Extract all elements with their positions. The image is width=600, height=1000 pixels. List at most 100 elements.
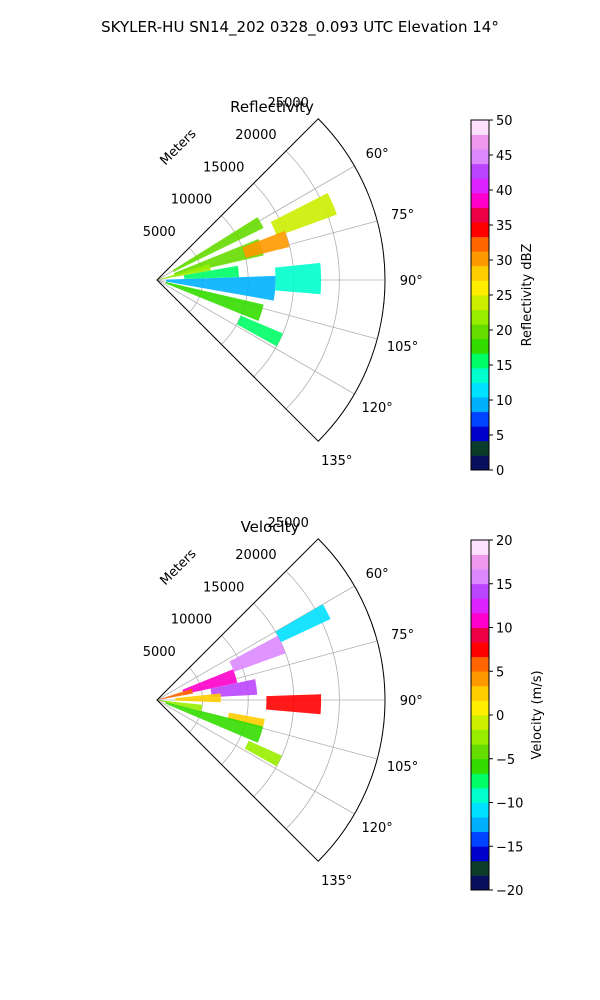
reflectivity-range-ticks: 5000 10000 15000 20000 25000 xyxy=(143,96,309,240)
echo-region-4 xyxy=(157,264,211,280)
colorbar-tick-label: 5 xyxy=(496,429,504,444)
colorbar-swatch xyxy=(471,773,489,789)
colorbar-tick-label: −15 xyxy=(496,840,523,855)
range-tick-label: 20000 xyxy=(235,548,276,563)
echo-region-10 xyxy=(244,740,282,767)
velocity-colorbar: −20 −15 −10 −5 0 5 10 15 20 xyxy=(470,534,523,899)
range-tick-label: 5000 xyxy=(143,645,176,660)
colorbar-swatch xyxy=(471,280,489,296)
range-tick-label: 10000 xyxy=(171,613,212,628)
colorbar-swatch xyxy=(471,411,489,427)
azimuth-tick-label: 75° xyxy=(391,628,414,643)
colorbar-swatch xyxy=(471,207,489,223)
colorbar-swatch xyxy=(471,831,489,847)
colorbar-swatch xyxy=(471,367,489,383)
echo-region-0 xyxy=(172,217,264,273)
colorbar-swatch xyxy=(471,397,489,413)
reflectivity-colorbar: 0 5 10 15 20 25 30 35 40 45 50 xyxy=(470,114,513,479)
colorbar-swatch xyxy=(471,338,489,354)
velocity-range-axis-label: Meters xyxy=(158,546,200,588)
colorbar-swatch xyxy=(471,787,489,803)
colorbar-swatch xyxy=(471,758,489,774)
colorbar-tick-label: 50 xyxy=(496,114,513,129)
azimuth-tick-label: 135° xyxy=(321,454,352,469)
azimuth-tick-label: 90° xyxy=(400,274,423,289)
colorbar-swatch xyxy=(471,671,489,687)
colorbar-swatch xyxy=(471,875,489,891)
colorbar-tick-label: 40 xyxy=(496,184,513,199)
echo-region-5 xyxy=(183,265,240,280)
colorbar-swatch xyxy=(471,627,489,643)
colorbar-swatch xyxy=(471,598,489,614)
colorbar-swatch xyxy=(471,554,489,570)
echo-region-6 xyxy=(274,262,322,295)
colorbar-swatch xyxy=(471,324,489,340)
reflectivity-frame xyxy=(156,118,386,442)
colorbar-tick-label: 20 xyxy=(496,324,513,339)
colorbar-tick-label: 35 xyxy=(496,219,513,234)
colorbar-swatch xyxy=(471,700,489,716)
reflectivity-title: Reflectivity xyxy=(230,98,314,116)
colorbar-tick-label: 5 xyxy=(496,665,504,680)
echo-region-0 xyxy=(275,604,331,643)
colorbar-swatch xyxy=(471,569,489,585)
colorbar-tick-label: 25 xyxy=(496,289,513,304)
echo-region-8 xyxy=(227,712,265,729)
velocity-echoes xyxy=(157,604,331,767)
figure-title: SKYLER-HU SN14_202 0328_0.093 UTC Elevat… xyxy=(101,18,499,37)
colorbar-tick-label: 10 xyxy=(496,394,513,409)
velocity-azimuth-ticks: 60° 75° 90° 105° 120° 135° xyxy=(321,567,423,889)
colorbar-tick-label: 30 xyxy=(496,254,513,269)
colorbar-swatch xyxy=(471,642,489,658)
colorbar-swatch xyxy=(471,612,489,628)
colorbar-tick-label: 15 xyxy=(496,578,513,593)
azimuth-tick-label: 90° xyxy=(400,694,423,709)
reflectivity-panel: Reflectivity 5000 10000 15000 20000 25000 60… xyxy=(143,96,535,479)
velocity-colorbar-label: Velocity (m/s) xyxy=(530,670,545,759)
colorbar-tick-label: 0 xyxy=(496,709,504,724)
range-tick-label: 25000 xyxy=(268,516,309,531)
reflectivity-echoes xyxy=(157,193,337,347)
colorbar-swatch xyxy=(471,540,489,555)
colorbar-swatch xyxy=(471,382,489,398)
colorbar-swatch xyxy=(471,295,489,310)
echo-region-7 xyxy=(157,700,203,712)
colorbar-swatch xyxy=(471,251,489,267)
echo-region-9 xyxy=(165,702,264,743)
colorbar-swatch xyxy=(471,860,489,876)
echo-region-8 xyxy=(165,282,264,321)
echo-region-2 xyxy=(182,669,238,695)
colorbar-swatch xyxy=(471,744,489,760)
colorbar-swatch xyxy=(471,236,489,252)
colorbar-tick-label: 20 xyxy=(496,534,513,549)
colorbar-swatch xyxy=(471,685,489,701)
colorbar-swatch xyxy=(471,802,489,818)
range-tick-label: 15000 xyxy=(203,160,244,175)
sector-frame xyxy=(156,118,386,442)
sector-frame xyxy=(156,538,386,862)
colorbar-swatch xyxy=(471,583,489,599)
azimuth-tick-label: 135° xyxy=(321,874,352,889)
colorbar-swatch xyxy=(471,455,489,471)
echo-region-7 xyxy=(165,275,276,301)
range-tick-label: 15000 xyxy=(203,580,244,595)
colorbar-tick-label: 15 xyxy=(496,359,513,374)
colorbar-swatch xyxy=(471,353,489,369)
velocity-frame xyxy=(156,538,386,862)
echo-region-3 xyxy=(157,688,193,700)
azimuth-tick-label: 75° xyxy=(391,208,414,223)
colorbar-swatch xyxy=(471,426,489,442)
range-tick-label: 25000 xyxy=(268,96,309,111)
colorbar-swatch xyxy=(471,178,489,194)
colorbar-tick-label: −10 xyxy=(496,797,523,812)
velocity-panel: Velocity 5000 10000 15000 20000 25000 60° 75°… xyxy=(143,516,545,899)
range-tick-label: 10000 xyxy=(171,193,212,208)
azimuth-tick-label: 120° xyxy=(361,821,392,836)
reflectivity-range-axis-label: Meters xyxy=(158,126,200,168)
colorbar-swatch xyxy=(471,309,489,325)
echo-region-2 xyxy=(173,239,264,276)
echo-region-4 xyxy=(210,679,258,698)
reflectivity-colorbar-label: Reflectivity dBZ xyxy=(520,244,535,347)
colorbar-swatch xyxy=(471,729,489,745)
